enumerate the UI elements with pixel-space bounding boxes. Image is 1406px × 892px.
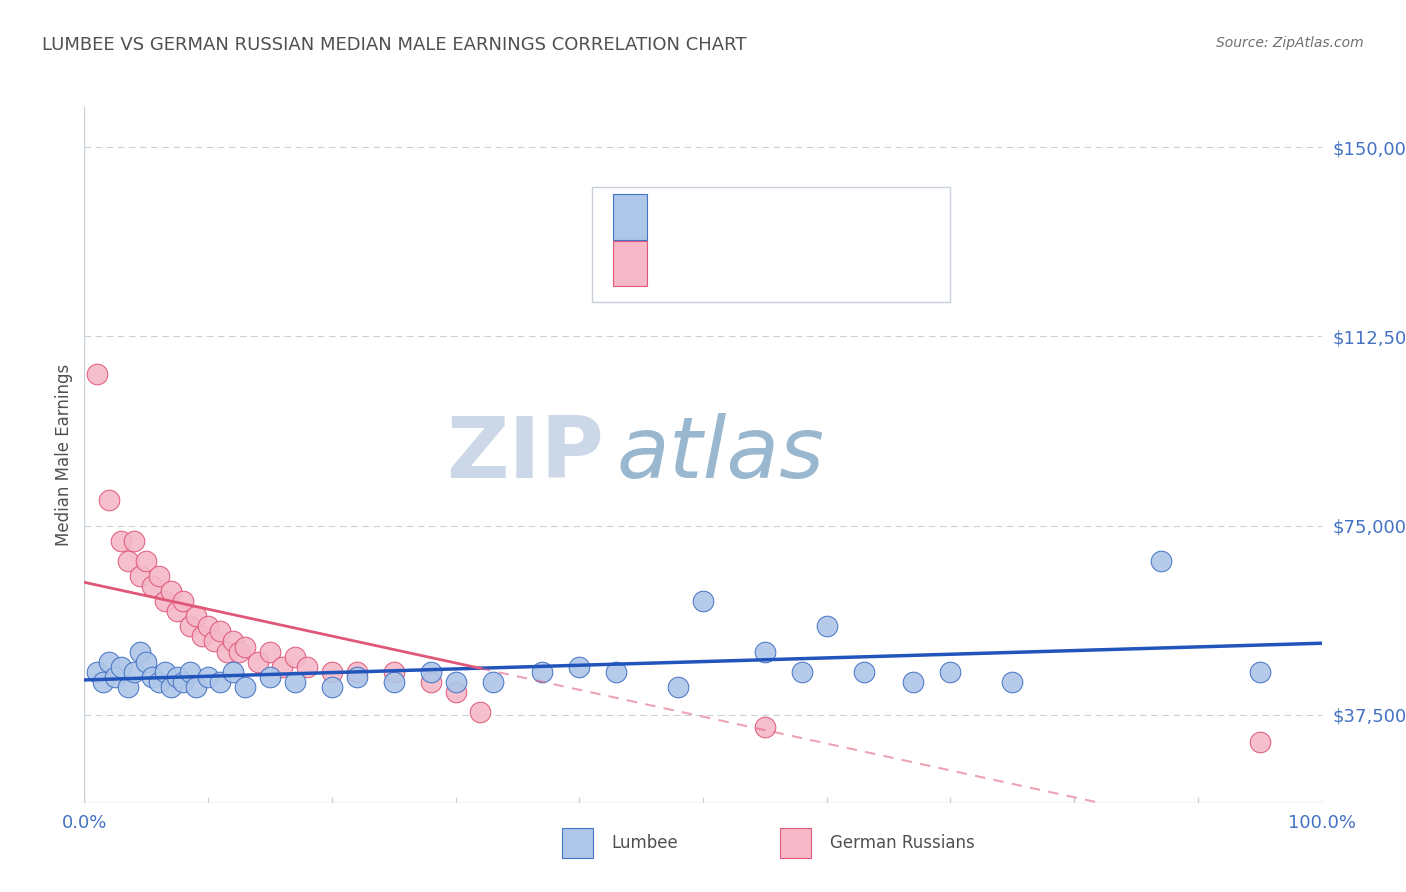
Point [233, 640, 256, 654]
Point [197, 619, 219, 633]
Point [222, 665, 245, 679]
Point [419, 674, 441, 689]
Point [191, 629, 214, 643]
Point [141, 579, 163, 593]
Point [259, 670, 281, 684]
Point [104, 670, 127, 684]
Point [754, 644, 776, 658]
FancyBboxPatch shape [613, 194, 647, 240]
Point [117, 680, 139, 694]
Point [222, 634, 245, 648]
Point [259, 644, 281, 658]
Point [939, 665, 962, 679]
Point [666, 680, 689, 694]
Point [209, 624, 232, 639]
Point [86, 665, 108, 679]
Text: Source: ZipAtlas.com: Source: ZipAtlas.com [1216, 36, 1364, 50]
Point [160, 680, 183, 694]
Point [172, 674, 194, 689]
Point [179, 619, 201, 633]
Point [444, 685, 467, 699]
Point [135, 554, 157, 568]
Point [321, 680, 343, 694]
Point [98, 493, 121, 508]
Point [129, 644, 152, 658]
Text: R = -0.185    N = 36: R = -0.185 N = 36 [662, 254, 845, 273]
Point [179, 665, 201, 679]
Text: ZIP: ZIP [446, 413, 605, 497]
Text: R =  0.165    N = 43: R = 0.165 N = 43 [662, 208, 844, 226]
Point [228, 644, 250, 658]
Point [903, 674, 925, 689]
Point [122, 665, 145, 679]
Point [117, 554, 139, 568]
Point [160, 584, 183, 599]
Point [346, 665, 368, 679]
Point [481, 674, 503, 689]
Point [184, 609, 207, 624]
Point [153, 665, 176, 679]
Point [852, 665, 875, 679]
Point [148, 569, 170, 583]
Point [568, 659, 591, 673]
Point [233, 680, 256, 694]
Point [284, 649, 307, 664]
Point [382, 665, 405, 679]
Point [246, 655, 269, 669]
Point [790, 665, 813, 679]
Point [284, 674, 307, 689]
Point [166, 604, 188, 618]
Point [197, 670, 219, 684]
Point [346, 670, 368, 684]
Point [86, 368, 108, 382]
Point [110, 533, 132, 548]
Point [166, 670, 188, 684]
Point [1249, 665, 1271, 679]
Point [141, 670, 163, 684]
FancyBboxPatch shape [613, 241, 647, 286]
Point [91, 674, 114, 689]
Point [271, 659, 294, 673]
Point [209, 674, 232, 689]
Text: LUMBEE VS GERMAN RUSSIAN MEDIAN MALE EARNINGS CORRELATION CHART: LUMBEE VS GERMAN RUSSIAN MEDIAN MALE EAR… [42, 36, 747, 54]
Point [531, 665, 554, 679]
Point [215, 644, 238, 658]
FancyBboxPatch shape [592, 187, 950, 301]
Point [382, 674, 405, 689]
Point [444, 674, 467, 689]
Point [470, 705, 492, 719]
Point [110, 659, 132, 673]
Text: atlas: atlas [616, 413, 824, 497]
Point [1150, 554, 1173, 568]
Point [129, 569, 152, 583]
Point [1249, 735, 1271, 749]
Point [148, 674, 170, 689]
Point [419, 665, 441, 679]
Point [692, 594, 714, 608]
Point [321, 665, 343, 679]
Point [754, 720, 776, 734]
Point [153, 594, 176, 608]
Point [172, 594, 194, 608]
Text: German Russians: German Russians [830, 834, 974, 852]
Point [605, 665, 627, 679]
Point [202, 634, 225, 648]
Point [98, 655, 121, 669]
Point [184, 680, 207, 694]
Point [295, 659, 318, 673]
Y-axis label: Median Male Earnings: Median Male Earnings [55, 364, 73, 546]
Point [1001, 674, 1024, 689]
Point [122, 533, 145, 548]
Text: Lumbee: Lumbee [612, 834, 678, 852]
Point [135, 655, 157, 669]
Point [815, 619, 838, 633]
